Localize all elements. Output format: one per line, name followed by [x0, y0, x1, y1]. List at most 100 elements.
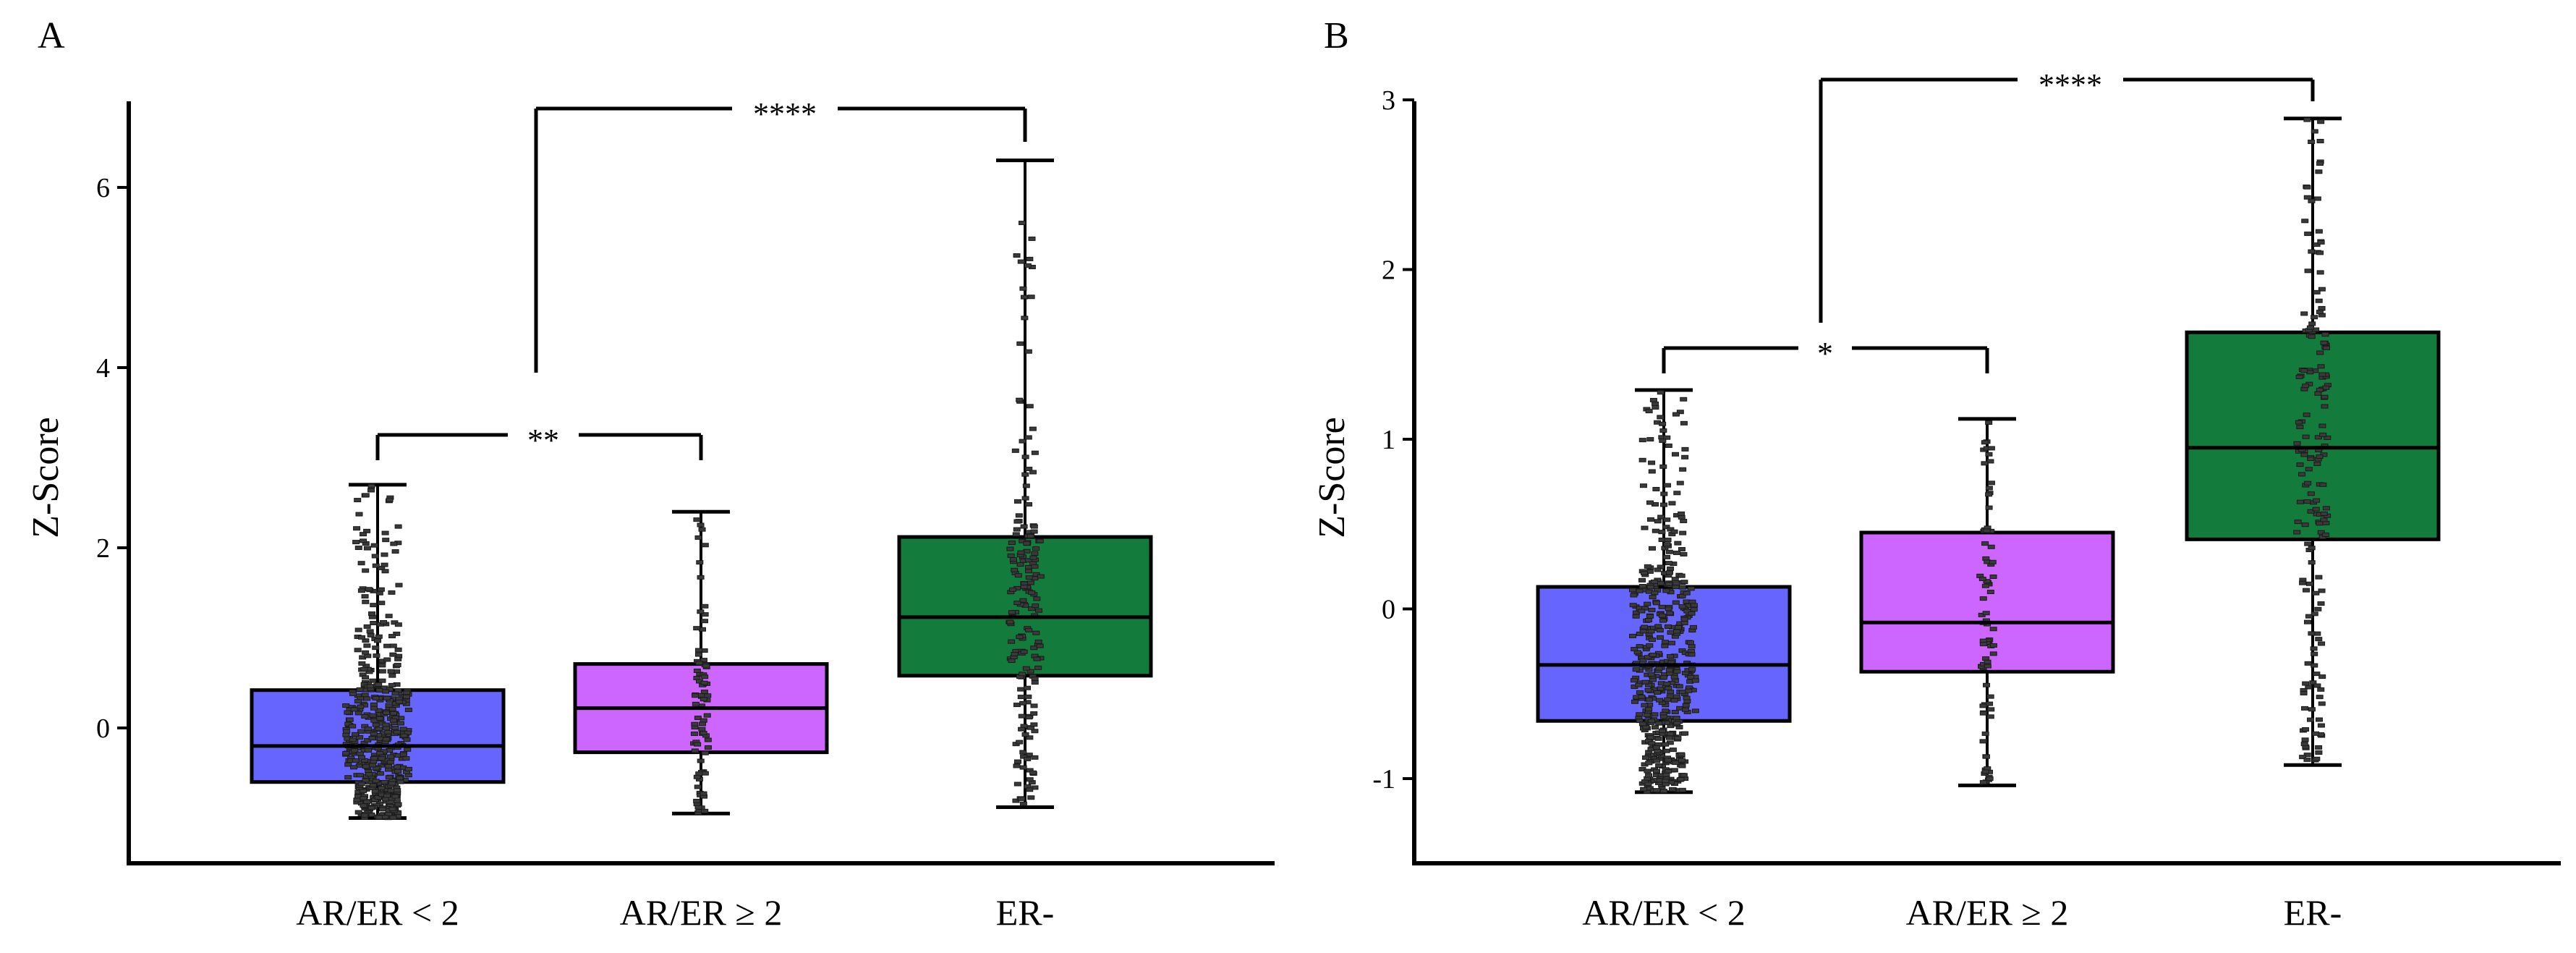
- data-point: [1029, 770, 1037, 775]
- data-point: [1030, 645, 1038, 651]
- data-point: [1987, 544, 1995, 549]
- data-point: [1673, 491, 1681, 496]
- data-point: [2316, 454, 2324, 459]
- data-point: [1658, 530, 1666, 535]
- data-point: [1665, 443, 1672, 448]
- data-point: [371, 789, 379, 794]
- data-point: [1007, 553, 1015, 558]
- data-point: [354, 546, 362, 551]
- data-point: [1645, 707, 1653, 712]
- data-point: [1018, 796, 1026, 801]
- data-point: [376, 750, 384, 755]
- data-point: [1660, 491, 1668, 496]
- data-point: [1020, 524, 1028, 529]
- data-point: [2316, 387, 2324, 392]
- data-point: [1630, 593, 1638, 598]
- data-point: [373, 653, 381, 658]
- data-point: [404, 708, 412, 713]
- data-point: [1650, 579, 1658, 584]
- data-point: [1025, 467, 1033, 472]
- data-point: [2322, 506, 2330, 511]
- data-point: [2312, 507, 2320, 512]
- data-point: [2302, 384, 2310, 389]
- data-point: [1678, 690, 1686, 695]
- data-point: [1978, 577, 1986, 582]
- data-point: [2295, 420, 2303, 425]
- data-point: [2299, 755, 2307, 760]
- data-point: [375, 687, 383, 692]
- data-point: [2316, 161, 2324, 166]
- data-point: [394, 788, 401, 793]
- data-point: [2294, 520, 2302, 525]
- data-points: [2293, 117, 2331, 763]
- data-point: [1686, 640, 1694, 645]
- data-point: [388, 634, 396, 639]
- box: [1859, 530, 2115, 674]
- data-point: [1981, 440, 1989, 445]
- data-point: [2307, 457, 2315, 462]
- data-points: [342, 483, 412, 821]
- data-point: [1025, 715, 1033, 720]
- data-point: [399, 727, 407, 732]
- data-point: [2313, 242, 2321, 247]
- data-point: [1654, 624, 1662, 629]
- data-point: [1018, 713, 1026, 719]
- data-point: [2313, 756, 2321, 761]
- y-tick-label: 0: [1382, 595, 1395, 625]
- data-point: [2302, 727, 2310, 732]
- data-point: [385, 763, 393, 768]
- data-point: [2308, 198, 2316, 203]
- data-point: [2307, 717, 2315, 722]
- data-point: [1632, 614, 1640, 619]
- data-point: [403, 737, 411, 742]
- data-point: [344, 710, 352, 715]
- data-point: [2318, 372, 2326, 377]
- data-point: [1691, 678, 1699, 683]
- data-point: [1026, 404, 1034, 409]
- data-point: [2311, 315, 2318, 320]
- data-point: [1013, 519, 1021, 524]
- data-point: [1638, 721, 1646, 727]
- data-point: [1016, 397, 1024, 402]
- data-point: [1665, 685, 1672, 690]
- data-point: [1641, 755, 1649, 760]
- data-point: [2319, 432, 2327, 437]
- data-point: [698, 721, 706, 727]
- data-point: [1655, 763, 1663, 768]
- data-point: [701, 612, 709, 617]
- data-point: [389, 652, 397, 657]
- data-point: [1016, 562, 1024, 567]
- data-point: [1639, 658, 1647, 663]
- data-point: [695, 771, 703, 776]
- data-point: [1677, 776, 1685, 782]
- data-point: [389, 815, 397, 820]
- y-axis-title: Z-Score: [1312, 417, 1353, 538]
- data-point: [1646, 735, 1654, 740]
- data-point: [1023, 541, 1031, 546]
- data-point: [1689, 624, 1697, 630]
- data-point: [691, 721, 699, 727]
- data-point: [2296, 462, 2304, 467]
- data-point: [2318, 641, 2326, 646]
- data-point: [1660, 502, 1668, 507]
- data-point: [1986, 701, 1994, 706]
- data-point: [1670, 674, 1678, 679]
- data-point: [360, 666, 368, 672]
- data-point: [1008, 658, 1016, 664]
- data-point: [1979, 780, 1987, 785]
- data-point: [394, 802, 402, 807]
- data-point: [1031, 676, 1039, 681]
- data-point: [1018, 727, 1026, 732]
- data-point: [1028, 236, 1036, 241]
- data-point: [386, 760, 394, 765]
- data-point: [1021, 315, 1029, 321]
- x-category-label: ER-: [996, 892, 1055, 933]
- data-point: [388, 682, 396, 687]
- data-point: [1017, 695, 1025, 700]
- data-points: [1006, 221, 1045, 806]
- data-point: [2303, 757, 2311, 762]
- data-point: [1682, 703, 1690, 708]
- data-point: [1011, 448, 1019, 453]
